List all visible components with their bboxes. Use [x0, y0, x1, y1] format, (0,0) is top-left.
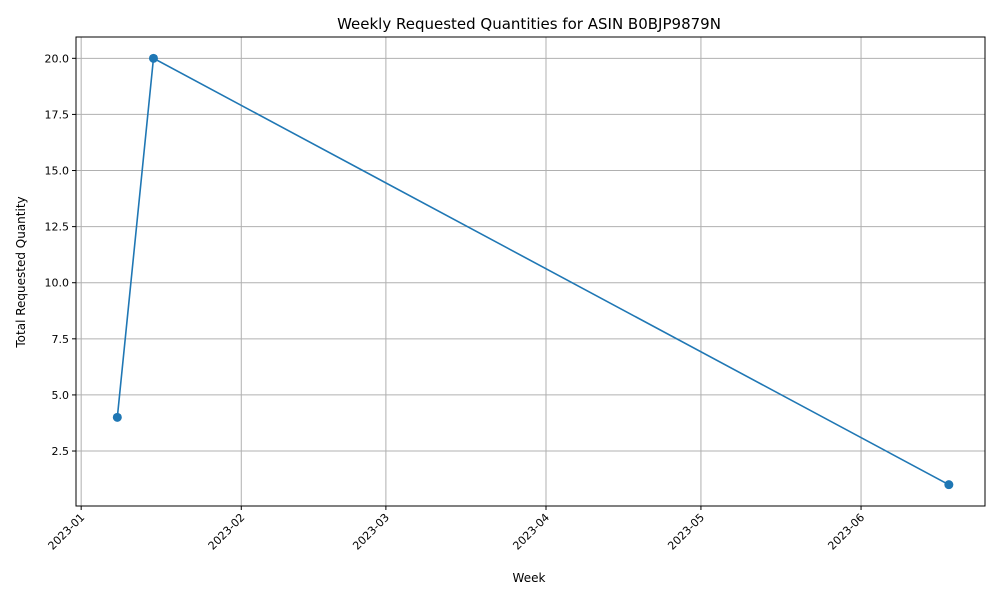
y-tick-label: 10.0 [45, 277, 70, 290]
x-tick-label: 2023-04 [510, 511, 552, 553]
x-axis-label: Week [513, 571, 546, 585]
y-tick-label: 12.5 [45, 221, 70, 234]
grid [76, 37, 985, 506]
x-tick-label: 2023-02 [206, 511, 248, 553]
y-tick-label: 17.5 [45, 108, 70, 121]
y-tick-label: 5.0 [52, 389, 70, 402]
y-tick-label: 2.5 [52, 445, 70, 458]
x-tick-label: 2023-05 [665, 511, 707, 553]
y-axis-label: Total Requested Quantity [14, 196, 28, 348]
chart-title: Weekly Requested Quantities for ASIN B0B… [337, 15, 721, 33]
data-point [112, 412, 122, 422]
axis-ticks: 2023-01 2023-02 2023-03 2023-04 2023-05 2023-… [45, 52, 868, 552]
y-tick-label: 7.5 [52, 333, 70, 346]
y-tick-label: 20.0 [45, 52, 70, 65]
y-tick-label: 15.0 [45, 165, 70, 178]
series [112, 53, 954, 490]
x-tick-label: 2023-06 [825, 511, 867, 553]
plot-area-frame [75, 36, 986, 507]
x-tick-label: 2023-01 [46, 511, 88, 553]
x-tick-label: 2023-03 [350, 511, 392, 553]
series-line [116, 57, 950, 486]
data-point [148, 53, 158, 63]
data-point [944, 480, 954, 490]
